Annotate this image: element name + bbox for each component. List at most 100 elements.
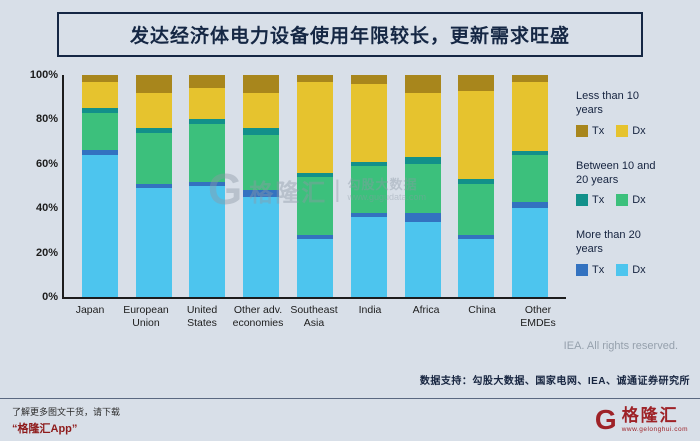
bar-segment	[404, 163, 441, 213]
legend-item-label: Dx	[632, 263, 646, 276]
gelonghui-logo-url: www.gelonghui.com	[621, 425, 688, 433]
stacked-bar	[243, 75, 280, 297]
legend-item: Tx	[576, 263, 605, 276]
legend-item: Dx	[616, 194, 646, 207]
bar-segment	[189, 88, 226, 120]
legend-group-title: Less than 10 years	[576, 90, 639, 117]
legend-item: Tx	[576, 194, 605, 207]
x-axis-label: European Union	[123, 304, 169, 329]
bars	[64, 75, 566, 297]
x-axis-label: India	[358, 304, 382, 316]
bar-segment	[189, 123, 226, 182]
gelonghui-logo-text-block: 格隆汇 www.gelonghui.com	[621, 406, 688, 433]
gelonghui-logo-text: 格隆汇	[621, 406, 679, 426]
legend-group-title: More than 20 years	[576, 229, 641, 256]
bar-segment	[458, 90, 495, 180]
bar-segment	[404, 212, 441, 222]
y-axis-tick: 20%	[35, 246, 58, 259]
bar-segment	[296, 234, 333, 240]
bar-segment	[243, 134, 280, 191]
legend-item-label: Tx	[592, 263, 605, 276]
bar-segment	[296, 239, 333, 297]
bar-segment	[243, 75, 280, 93]
x-axis-label: Japan	[75, 304, 105, 316]
chart-copyright: IEA. All rights reserved.	[563, 340, 678, 352]
bar-segment	[512, 150, 549, 155]
bar-segment	[243, 92, 280, 129]
stacked-bar	[458, 75, 495, 297]
legend-swatch-icon	[576, 124, 588, 137]
bar-segment	[350, 212, 387, 218]
stacked-bar	[512, 75, 549, 297]
legend-items: Tx Dx	[576, 263, 692, 276]
bar-segment	[296, 75, 333, 82]
x-axis-label: Southeast Asia	[290, 304, 338, 329]
bar-segment	[81, 108, 118, 113]
stacked-bar	[135, 75, 172, 297]
bar-segment	[404, 75, 441, 93]
stacked-bar	[81, 75, 118, 297]
bar-segment	[512, 208, 549, 297]
plot-area: 0% 20% 40% 60% 80% 100%	[30, 69, 566, 303]
promo-app-name[interactable]: “格隆汇App”	[12, 422, 78, 435]
bar-segment	[458, 183, 495, 235]
bar-segment	[189, 75, 226, 89]
bar-segment	[135, 188, 172, 297]
legend-group-less-than-10: Less than 10 years Tx Dx	[576, 89, 692, 137]
bar-segment	[350, 166, 387, 213]
x-axis-label: Other EMDEs	[520, 304, 556, 329]
legend-swatch-icon	[576, 194, 588, 207]
bar-segment	[350, 217, 387, 297]
bar-segment	[350, 83, 387, 162]
y-axis-tick: 0%	[42, 291, 58, 303]
app-promo: 了解更多图文干货，请下载 “格隆汇App”	[12, 405, 120, 436]
legend-group-more-than-20: More than 20 years Tx Dx	[576, 228, 692, 276]
bar-segment	[81, 112, 118, 151]
footer-bar: 了解更多图文干货，请下载 “格隆汇App” G 格隆汇 www.gelonghu…	[0, 398, 700, 441]
bar-segment	[296, 177, 333, 235]
x-axis-labels: Japan European Union United States Other ad…	[62, 299, 566, 329]
bar-segment	[189, 186, 226, 297]
bar-segment	[404, 157, 441, 164]
stacked-bar	[189, 75, 226, 297]
legend-swatch-icon	[616, 263, 629, 276]
bar-segment	[189, 119, 226, 124]
bar-segment	[458, 234, 495, 240]
legend-item-label: Dx	[632, 194, 646, 207]
page-title: 发达经济体电力设备使用年限较长，更新需求旺盛	[57, 12, 643, 57]
chart-legend: Less than 10 years Tx Dx Between 10 and …	[566, 67, 692, 329]
bar-segment	[243, 190, 280, 198]
x-axis-label: China	[468, 304, 496, 316]
bar-segment	[135, 183, 172, 189]
legend-item-label: Tx	[592, 194, 605, 207]
legend-items: Tx Dx	[576, 124, 692, 137]
bar-segment	[81, 150, 118, 155]
legend-swatch-icon	[616, 194, 629, 207]
bar-segment	[458, 75, 495, 91]
bar-segment	[512, 154, 549, 202]
chart-area: 0% 20% 40% 60% 80% 100% Japan European Union Un…	[10, 67, 692, 329]
bar-segment	[350, 75, 387, 84]
gelonghui-g-icon: G	[594, 404, 617, 435]
legend-item-label: Dx	[632, 124, 646, 137]
legend-item-label: Tx	[592, 124, 605, 137]
legend-item: Dx	[616, 124, 646, 137]
x-axis-label: United States	[186, 304, 218, 329]
x-axis-label: Other adv. economies	[232, 304, 284, 329]
y-axis-tick: 100%	[29, 69, 58, 81]
legend-group-10-to-20: Between 10 and 20 years Tx Dx	[576, 159, 692, 207]
bar-segment	[404, 221, 441, 297]
gelonghui-logo: G 格隆汇 www.gelonghui.com	[595, 406, 688, 434]
bar-segment	[81, 81, 118, 109]
x-axis-label: Africa	[412, 304, 440, 316]
legend-swatch-icon	[616, 124, 629, 137]
stacked-bar	[404, 75, 441, 297]
bar-segment	[296, 81, 333, 173]
y-axis-tick: 40%	[35, 202, 58, 215]
bar-segment	[81, 75, 118, 82]
bar-segment	[458, 179, 495, 184]
bar-segment	[512, 81, 549, 151]
promo-text: 了解更多图文干货，请下载	[12, 406, 121, 417]
bar-segment	[512, 201, 549, 209]
